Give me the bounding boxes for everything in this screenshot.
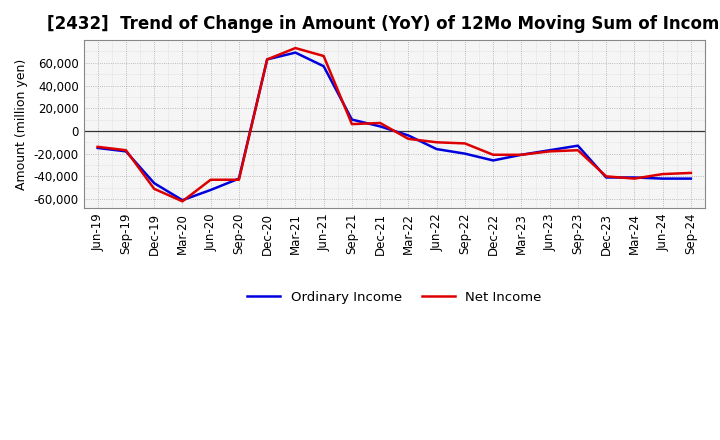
Ordinary Income	[178, 198, 186, 203]
Ordinary Income	[489, 158, 498, 163]
Title: [2432]  Trend of Change in Amount (YoY) of 12Mo Moving Sum of Incomes: [2432] Trend of Change in Amount (YoY) o…	[48, 15, 720, 33]
Ordinary Income	[150, 180, 158, 186]
Net Income	[291, 45, 300, 51]
Net Income	[545, 149, 554, 154]
Ordinary Income	[235, 176, 243, 181]
Ordinary Income	[658, 176, 667, 181]
Net Income	[658, 172, 667, 177]
Net Income	[489, 152, 498, 158]
Net Income	[404, 136, 413, 142]
Net Income	[235, 177, 243, 183]
Ordinary Income	[94, 145, 102, 150]
Ordinary Income	[687, 176, 696, 181]
Legend: Ordinary Income, Net Income: Ordinary Income, Net Income	[242, 285, 546, 309]
Net Income	[207, 177, 215, 183]
Ordinary Income	[291, 50, 300, 55]
Ordinary Income	[545, 147, 554, 153]
Net Income	[263, 57, 271, 62]
Net Income	[461, 141, 469, 146]
Net Income	[122, 147, 130, 153]
Ordinary Income	[574, 143, 582, 148]
Y-axis label: Amount (million yen): Amount (million yen)	[15, 59, 28, 190]
Line: Net Income: Net Income	[98, 48, 691, 202]
Net Income	[94, 144, 102, 150]
Ordinary Income	[461, 151, 469, 156]
Net Income	[178, 199, 186, 204]
Net Income	[687, 170, 696, 176]
Ordinary Income	[602, 175, 611, 180]
Ordinary Income	[320, 64, 328, 69]
Net Income	[574, 147, 582, 153]
Ordinary Income	[404, 133, 413, 138]
Ordinary Income	[432, 147, 441, 152]
Net Income	[320, 53, 328, 59]
Ordinary Income	[207, 187, 215, 193]
Net Income	[517, 152, 526, 158]
Net Income	[376, 121, 384, 126]
Ordinary Income	[263, 57, 271, 62]
Net Income	[150, 186, 158, 191]
Net Income	[432, 139, 441, 145]
Line: Ordinary Income: Ordinary Income	[98, 53, 691, 200]
Ordinary Income	[376, 124, 384, 129]
Ordinary Income	[630, 175, 639, 180]
Net Income	[630, 176, 639, 181]
Ordinary Income	[348, 117, 356, 122]
Net Income	[602, 174, 611, 179]
Ordinary Income	[122, 149, 130, 154]
Ordinary Income	[517, 152, 526, 158]
Net Income	[348, 121, 356, 127]
